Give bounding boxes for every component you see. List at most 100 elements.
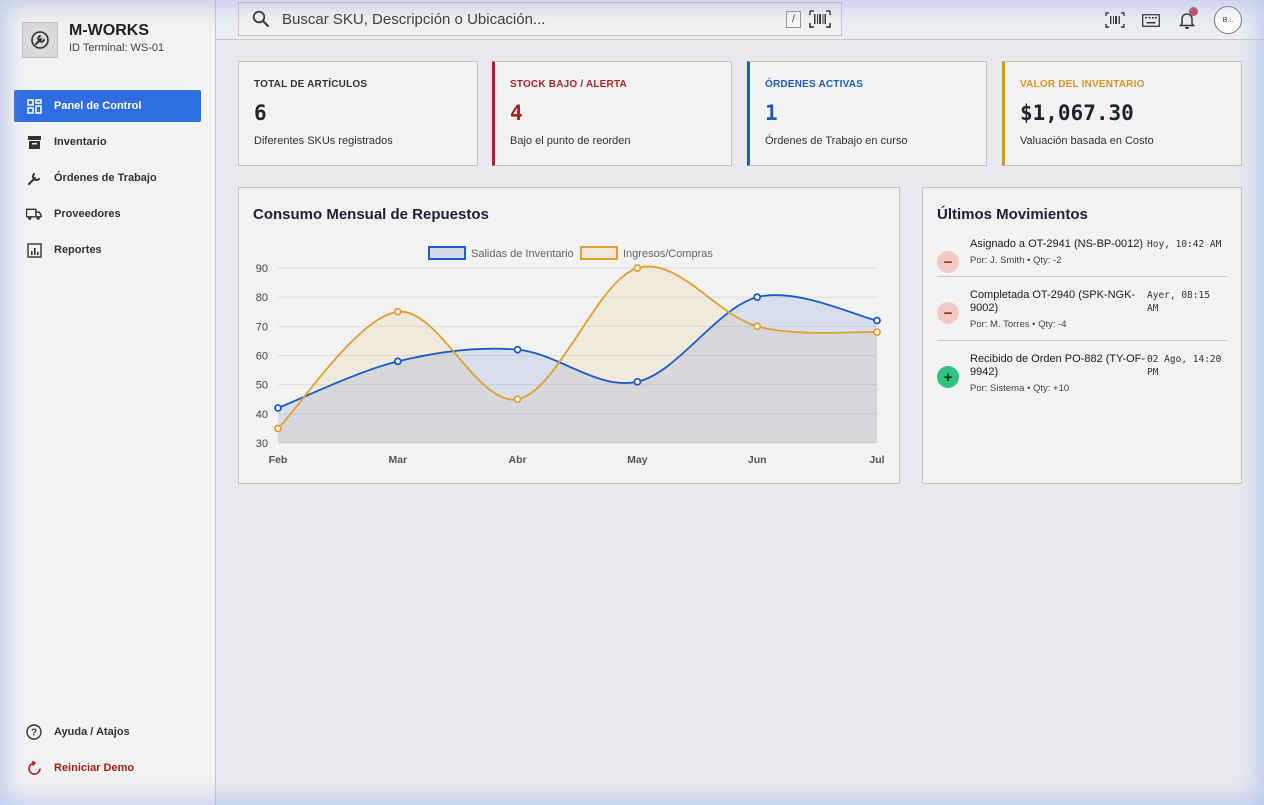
search-icon [252,9,272,29]
data-point [633,377,642,386]
sidebar-item-label: Panel de Control [54,100,142,112]
sidebar-item-label: Ayuda / Atajos [54,726,130,738]
barcode-scan-icon[interactable] [809,10,831,33]
stat-value: 6 [254,101,267,125]
stat-description: Órdenes de Trabajo en curso [765,135,908,147]
sidebar-footer: ? Ayuda / Atajos Reiniciar Demo [14,716,201,788]
notification-bell-icon[interactable] [1176,7,1198,31]
movement-time: 02 Ago, 14:20 PM [1147,354,1222,378]
main-nav: Panel de Control Inventario Órdenes de T… [14,90,201,270]
stat-label: STOCK BAJO / ALERTA [510,79,627,90]
terminal-id: ID Terminal: WS-01 [69,42,165,54]
sidebar-item-work-orders[interactable]: Órdenes de Trabajo [14,162,201,194]
chart-panel-title: Consumo Mensual de Repuestos [253,206,489,223]
brand: M-WORKS ID Terminal: WS-01 [22,22,164,58]
scanner-icon[interactable] [1104,9,1126,31]
topbar: / B... [216,0,1264,40]
movement-meta: Por: J. Smith • Qty: -2 [970,255,1062,266]
legend-label: Ingresos/Compras [623,248,713,260]
stat-label: TOTAL DE ARTÍCULOS [254,79,368,90]
sidebar-item-label: Inventario [54,136,107,148]
sidebar-item-label: Reportes [54,244,102,256]
data-point [513,345,522,354]
stat-value: 1 [765,101,778,125]
reset-icon [26,760,42,776]
keyboard-icon[interactable] [1140,9,1162,31]
help-icon: ? [26,724,42,740]
data-point [274,424,282,433]
data-point [753,322,762,331]
sidebar-item-label: Órdenes de Trabajo [54,172,157,184]
wrench-logo-icon [22,22,58,58]
stat-card-low-stock: STOCK BAJO / ALERTA 4 Bajo el punto de r… [492,61,732,166]
movement-time: Hoy, 10:42 AM [1147,239,1222,250]
y-tick-label: 30 [256,438,268,450]
stat-label: ÓRDENES ACTIVAS [765,79,864,90]
x-tick-label: Feb [269,454,288,466]
search-bar: / [238,2,842,36]
stat-description: Diferentes SKUs registrados [254,135,393,147]
stat-card-active-orders: ÓRDENES ACTIVAS 1 Órdenes de Trabajo en … [747,61,987,166]
plus-icon: + [937,366,959,388]
stat-description: Valuación basada en Costo [1020,135,1154,147]
x-tick-label: Abr [509,454,527,466]
x-tick-label: May [627,454,648,466]
data-point [393,357,402,366]
sidebar-item-suppliers[interactable]: Proveedores [14,198,201,230]
sidebar-item-label: Reiniciar Demo [54,762,135,774]
movement-meta: Por: Sistema • Qty: +10 [970,383,1070,394]
data-point [513,395,522,404]
truck-icon [26,206,42,222]
list-item[interactable]: − Completada OT-2940 (SPK-NGK-9002) Por:… [937,289,1227,341]
data-point [753,293,762,302]
movement-meta: Por: M. Torres • Qty: -4 [970,319,1067,330]
y-tick-label: 40 [256,409,268,421]
list-item[interactable]: − Asignado a OT-2941 (NS-BP-0012) Por: J… [937,238,1227,277]
y-tick-label: 50 [256,380,268,392]
y-tick-label: 60 [256,351,268,363]
dashboard-icon [26,98,42,114]
sidebar-item-help[interactable]: ? Ayuda / Atajos [14,716,201,748]
series-area [278,266,877,443]
data-point [873,316,881,325]
stat-card-inventory-value: VALOR DEL INVENTARIO $1,067.30 Valuación… [1002,61,1242,166]
legend-swatch [428,246,466,260]
x-tick-label: Jul [869,454,884,466]
sidebar-item-inventory[interactable]: Inventario [14,126,201,158]
data-point [873,328,881,337]
y-tick-label: 70 [256,321,268,333]
y-tick-label: 90 [256,263,268,275]
minus-icon: − [937,302,959,324]
minus-icon: − [937,251,959,273]
wrench-icon [26,170,42,186]
y-tick-label: 80 [256,292,268,304]
sidebar-item-reports[interactable]: Reportes [14,234,201,266]
x-tick-label: Mar [388,454,407,466]
movements-list: − Asignado a OT-2941 (NS-BP-0012) Por: J… [937,238,1227,416]
movement-title: Completada OT-2940 (SPK-NGK-9002) [970,289,1136,314]
svg-text:?: ? [31,728,37,739]
stat-value: $1,067.30 [1020,101,1134,125]
topbar-actions: B... [1090,6,1242,34]
report-icon [26,242,42,258]
movement-title: Recibido de Orden PO-882 (TY-OF-9942) [970,353,1146,378]
sidebar: M-WORKS ID Terminal: WS-01 Panel de Cont… [0,0,216,805]
shortcut-key-hint: / [786,11,801,28]
avatar[interactable]: B... [1214,6,1242,34]
x-tick-label: Jun [748,454,767,466]
sidebar-item-dashboard[interactable]: Panel de Control [14,90,201,122]
archive-icon [26,134,42,150]
data-point [633,264,642,272]
series-line [277,294,878,409]
brand-title: M-WORKS [69,22,149,39]
data-point [274,404,282,412]
search-input[interactable] [282,10,762,28]
movement-time: Ayer, 08:15 AM [1147,290,1210,314]
list-item[interactable]: + Recibido de Orden PO-882 (TY-OF-9942) … [937,353,1227,404]
consumption-chart-panel: Consumo Mensual de Repuestos 90 80 70 60 50 4… [238,187,900,484]
stat-label: VALOR DEL INVENTARIO [1020,79,1145,90]
sidebar-item-reset-demo[interactable]: Reiniciar Demo [14,752,201,784]
sidebar-item-label: Proveedores [54,208,121,220]
series-area [278,295,877,443]
